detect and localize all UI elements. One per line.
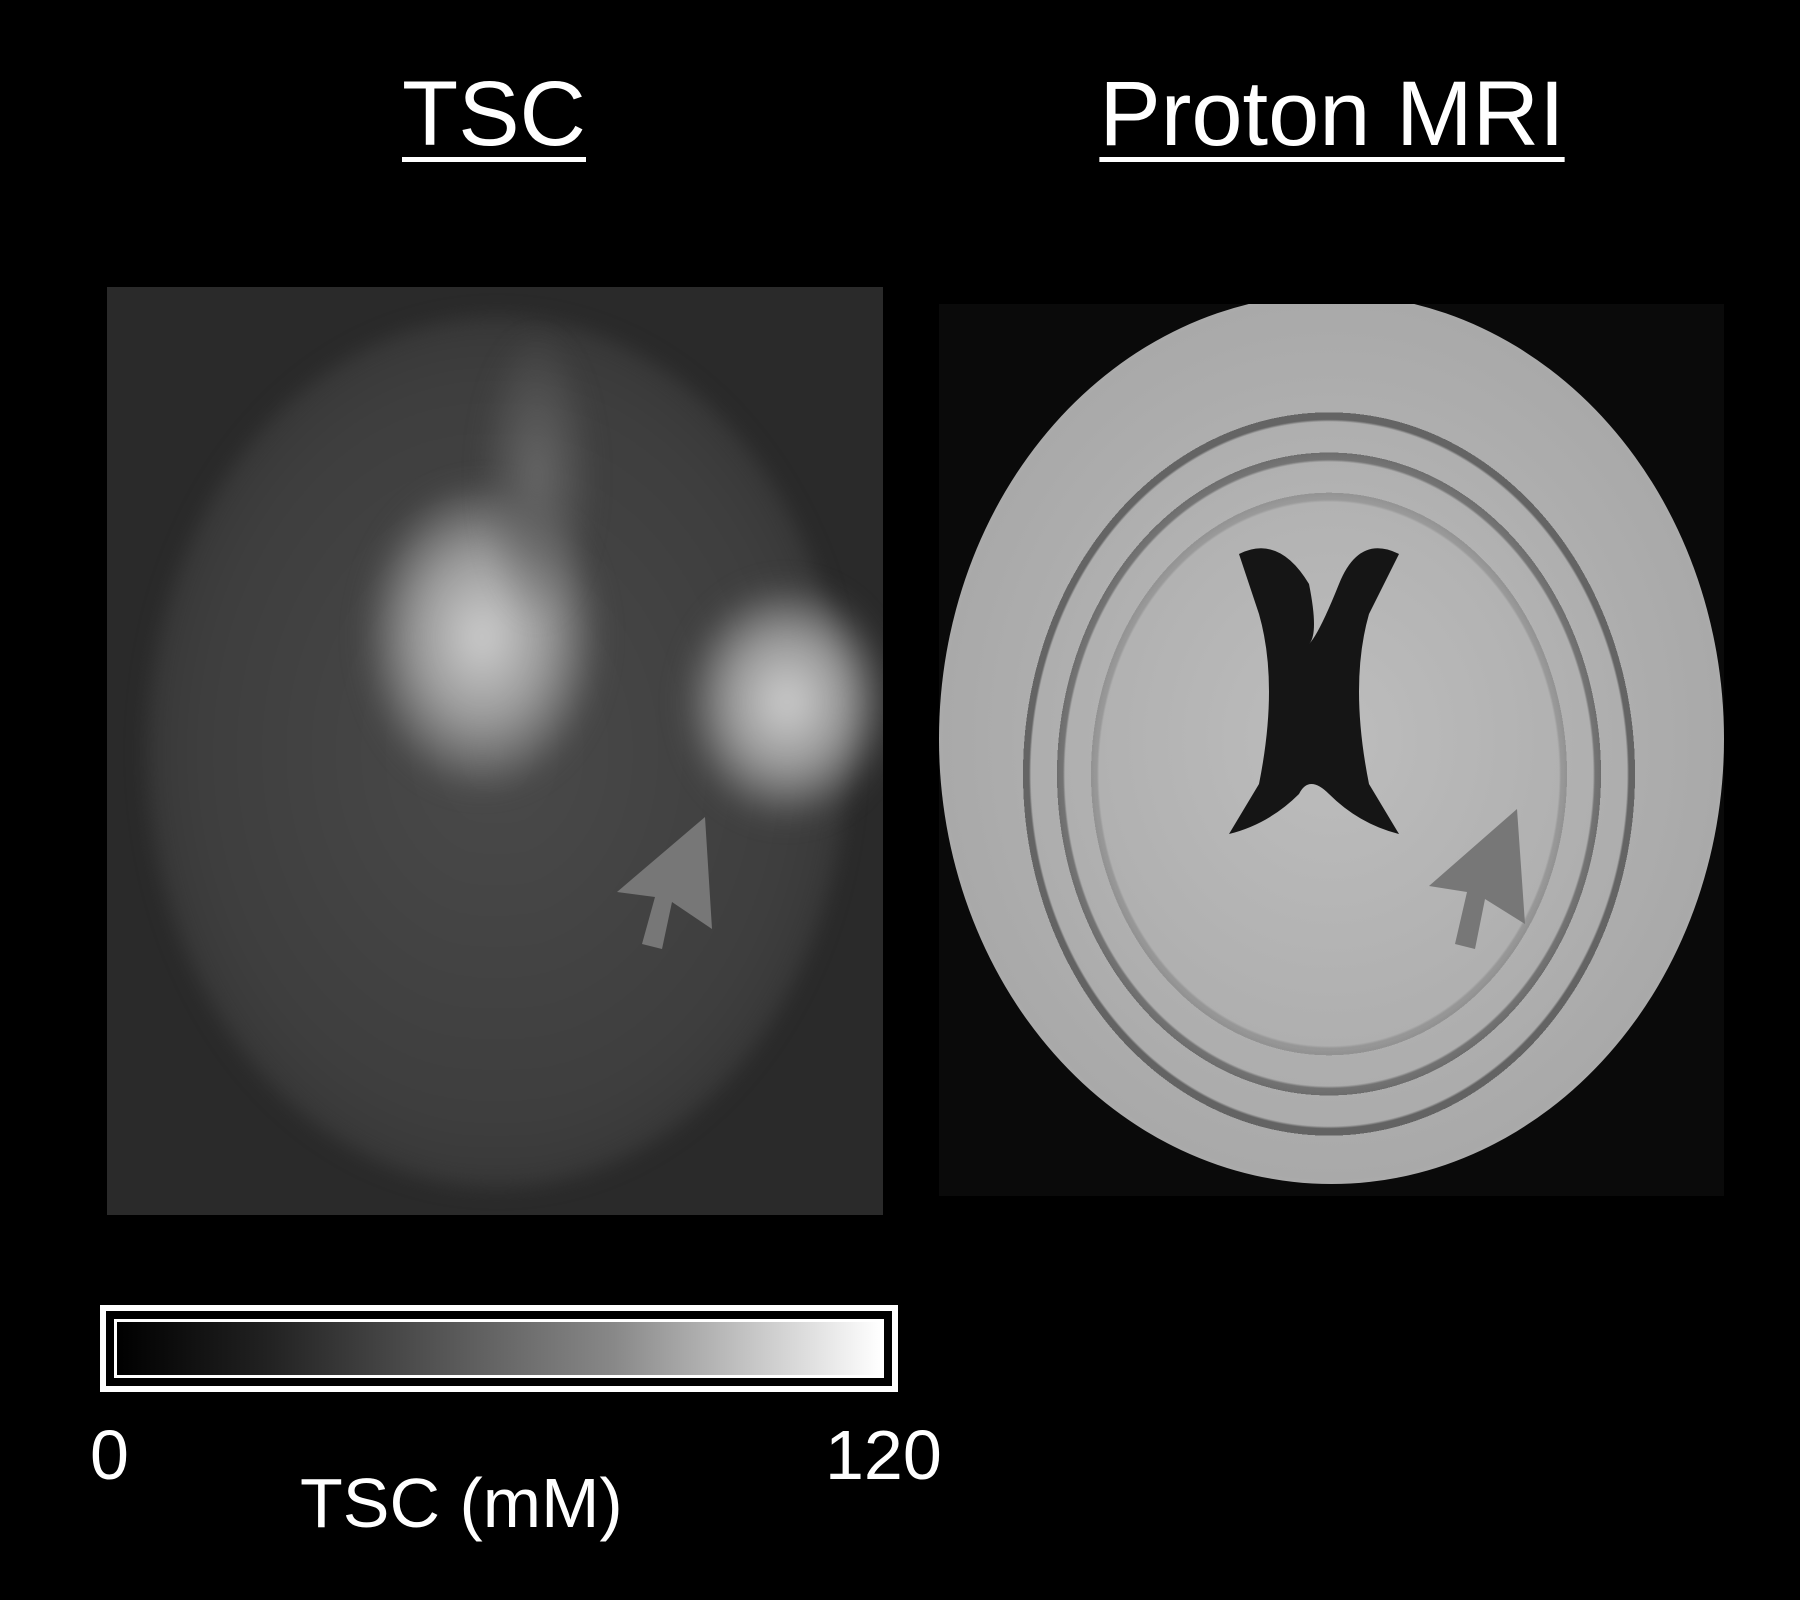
ventricles-and-arrow	[1229, 548, 1525, 949]
proton-mri-title: Proton MRI	[1099, 63, 1565, 165]
colorbar-unit-label: TSC (mM)	[300, 1464, 623, 1542]
arrow-icon	[1429, 809, 1525, 949]
tsc-sodium-image	[107, 287, 883, 1215]
colorbar	[100, 1305, 898, 1392]
colorbar-min-label: 0	[90, 1416, 129, 1494]
arrow-icon	[617, 817, 712, 949]
colorbar-max-label: 120	[825, 1416, 942, 1494]
proton-mri-image	[939, 304, 1724, 1196]
tsc-title: TSC	[402, 63, 586, 165]
